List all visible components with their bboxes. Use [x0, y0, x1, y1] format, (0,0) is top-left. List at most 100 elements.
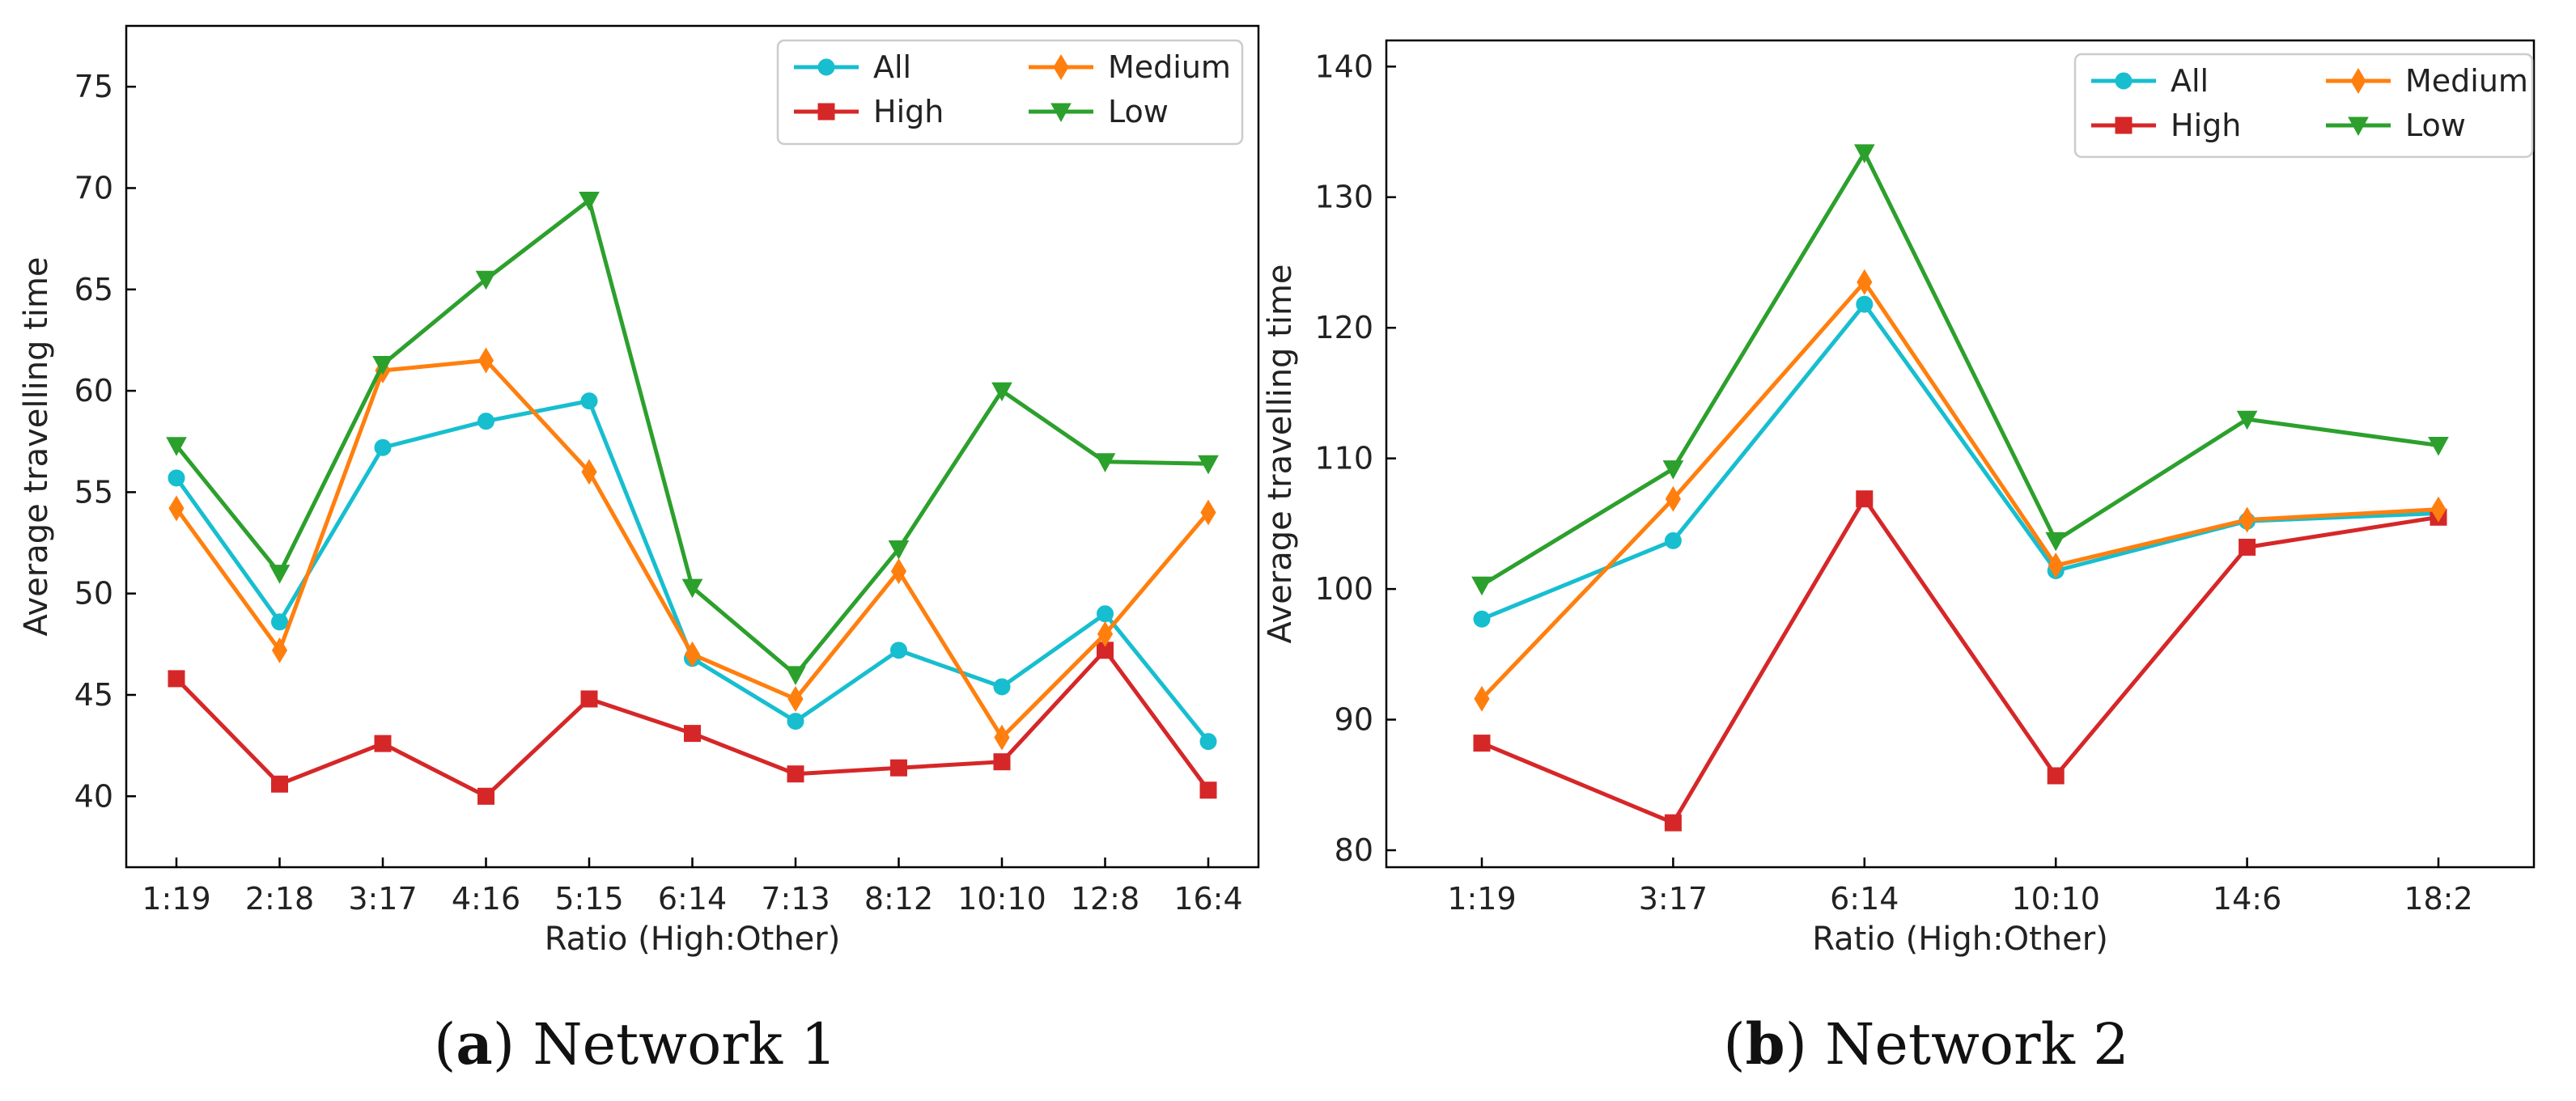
chart-panel-b: 1:19 3:17 6:14 10:10 14:6 18:2 80 90 100 110 120 13… [1262, 39, 2536, 1078]
series-medium [1474, 269, 2447, 712]
caption-paren-open: ( [434, 1011, 456, 1078]
data-point-medium [787, 686, 804, 712]
plot-frame [125, 24, 1260, 869]
chart-panel-a: 1:19 2:18 3:17 4:16 5:15 6:14 7:13 8:12 10:10 12:… [18, 24, 1260, 1078]
caption-letter: b [1746, 1010, 1785, 1078]
panel-caption: (a) Network 1 [434, 1010, 837, 1078]
legend-marker [2115, 116, 2133, 134]
data-point-low [475, 270, 497, 290]
data-point-medium [1200, 499, 1216, 526]
series-line-high [175, 648, 1211, 798]
data-point-low [888, 540, 910, 560]
caption-letter: a [456, 1010, 492, 1078]
data-point-high [1199, 781, 1217, 799]
data-point-low [1853, 144, 1875, 163]
y-axis-label: Average travelling time [18, 256, 55, 636]
x-tick-label: 16:4 [1173, 881, 1242, 917]
data-point-medium [2430, 496, 2447, 523]
data-point-high [993, 753, 1011, 771]
data-point-low [269, 565, 291, 584]
series-line-low [1480, 150, 2439, 587]
y-tick-label: 55 [74, 474, 113, 510]
data-point-high [580, 690, 598, 708]
data-point-medium [684, 641, 701, 667]
data-point-all [1664, 531, 1682, 549]
legend-label-all: All [873, 49, 911, 85]
data-point-all [168, 469, 185, 487]
y-tick-label: 40 [74, 778, 113, 814]
caption-paren-close: ) [493, 1011, 533, 1078]
data-point-high [2047, 767, 2065, 785]
y-tick-label: 100 [1314, 571, 1373, 607]
series-low [1471, 144, 2449, 596]
legend-label-low: Low [2405, 108, 2466, 143]
data-point-medium [1857, 269, 1873, 295]
caption-title: Network 2 [1825, 1011, 2129, 1078]
data-point-all [1199, 733, 1217, 751]
data-point-all [580, 392, 598, 410]
data-point-medium [1665, 485, 1681, 512]
y-tick-label: 90 [1335, 702, 1373, 738]
legend-box [776, 39, 1244, 146]
data-point-all [993, 678, 1011, 696]
plot-frame [1385, 39, 2536, 869]
data-point-low [372, 356, 393, 375]
series-line-low [175, 198, 1209, 677]
legend-label-medium: Medium [1108, 49, 1231, 85]
x-tick-label: 12:8 [1071, 881, 1139, 917]
legend-marker [2115, 72, 2133, 90]
legend-marker [817, 103, 835, 121]
data-point-all [1856, 295, 1874, 313]
data-point-medium [477, 347, 494, 374]
y-tick-label: 110 [1314, 441, 1373, 476]
series-line-high [1481, 497, 2439, 825]
x-tick-label: 1:19 [1447, 881, 1516, 917]
y-tick-label: 130 [1314, 180, 1373, 215]
x-axis-label: Ratio (High:Other) [1812, 921, 2108, 958]
data-point-medium [1474, 685, 1490, 712]
series-high [168, 642, 1217, 805]
data-point-all [1473, 610, 1491, 628]
legend-label-high: High [873, 94, 944, 129]
y-tick-label: 60 [74, 373, 113, 409]
data-point-medium [890, 558, 907, 585]
data-point-all [477, 413, 494, 430]
data-point-low [1662, 460, 1684, 480]
data-point-all [1097, 605, 1114, 623]
data-point-medium [2048, 553, 2064, 579]
data-point-medium [1097, 620, 1114, 647]
legend-marker [1050, 103, 1072, 123]
y-tick-label: 45 [74, 677, 113, 713]
legend-marker [2348, 116, 2369, 137]
data-point-low [166, 437, 187, 456]
data-point-low [681, 578, 703, 599]
y-tick-label: 50 [74, 576, 113, 612]
x-tick-label: 8:12 [864, 881, 933, 917]
data-point-low [579, 192, 600, 211]
panel-caption: (b) Network 2 [1723, 1010, 2128, 1078]
caption-paren-open: ( [1723, 1011, 1745, 1078]
data-point-high [271, 775, 288, 793]
legend-label-low: Low [1108, 94, 1169, 129]
x-tick-label: 10:10 [2011, 881, 2100, 917]
series-low [166, 192, 1219, 685]
x-tick-label: 2:18 [245, 881, 314, 917]
data-point-all [271, 613, 288, 631]
data-point-all [374, 438, 392, 456]
data-point-high [168, 670, 185, 688]
x-axis-label: Ratio (High:Other) [545, 921, 841, 958]
legend-label-high: High [2171, 108, 2241, 143]
data-point-high [787, 765, 804, 783]
legend: All High Medium Low [776, 39, 1244, 146]
caption-title: Network 1 [533, 1011, 837, 1078]
data-point-low [991, 382, 1012, 402]
legend-marker [1053, 54, 1069, 80]
y-tick-label: 80 [1335, 832, 1373, 868]
legend-label-medium: Medium [2405, 63, 2528, 99]
series-all [168, 392, 1217, 751]
legend-box [2073, 53, 2534, 159]
data-point-low [1094, 453, 1116, 472]
series-line-all [1481, 302, 2439, 621]
caption-paren-close: ) [1785, 1011, 1826, 1078]
data-point-medium [271, 637, 288, 663]
